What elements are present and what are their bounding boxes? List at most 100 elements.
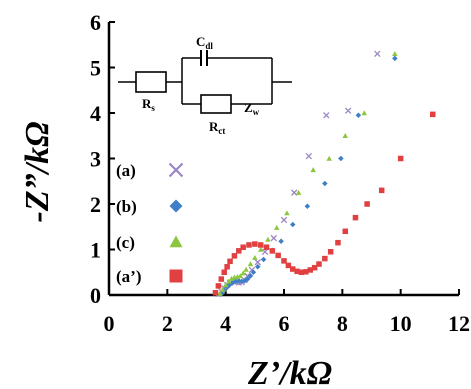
data-point [244,272,251,280]
data-point [257,242,264,248]
legend-label: (b) [116,197,137,216]
legend-marker [169,269,183,283]
data-point [290,221,296,228]
data-point [218,276,225,282]
series-3 [212,111,436,296]
data-point [217,290,223,296]
data-point [263,244,270,250]
legend-marker [169,199,183,213]
legend-label: (a) [116,161,136,180]
data-point [255,264,261,270]
data-point [236,248,242,254]
y-tick-label: 6 [90,10,101,35]
data-point [298,269,305,275]
data-point [295,189,302,195]
data-point [252,241,258,247]
data-point-stroke [254,259,261,266]
y-tick-label: 5 [90,56,101,81]
data-point [392,51,398,57]
data-point-stroke [280,216,288,224]
data-point [247,261,254,267]
data-point [246,242,252,248]
data-point [285,262,292,269]
x-tick-label: 6 [279,311,290,336]
legend-label: (c) [116,233,135,252]
data-point [269,248,276,254]
data-point [278,238,284,245]
data-point [290,266,296,272]
data-point-stroke [344,107,352,114]
y-axis-title: -Z”/kΩ [19,122,56,223]
data-point [252,254,258,260]
data-point [275,252,281,259]
x-axis-title: Z’/kΩ [247,355,332,389]
data-point [342,133,348,138]
data-point [244,276,251,282]
data-point [310,167,316,173]
data-point [355,112,362,119]
data-point-stroke [374,50,381,58]
data-point [361,110,367,116]
data-point [240,270,246,276]
data-point [311,264,318,271]
data-point [397,155,404,162]
data-point [344,107,352,114]
data-point [243,266,249,272]
data-point [225,278,232,284]
y-tick-label: 2 [90,192,101,217]
data-point [284,210,290,216]
data-point [307,267,313,273]
data-point [231,253,238,259]
data-point-stroke [305,153,313,160]
data-point-stroke [323,112,330,119]
data-point [280,216,288,224]
data-point [335,239,341,246]
y-tick-label: 0 [90,283,101,308]
legend-marker-stroke [168,162,184,178]
x-tick-label: 8 [337,311,348,336]
data-point-stroke [270,234,278,242]
x-tick-label: 4 [220,311,231,336]
data-point [342,228,348,235]
x-tick-label: 2 [162,311,173,336]
data-point [281,258,287,264]
data-point [265,236,271,242]
y-tick-label: 3 [90,147,101,172]
data-point-stroke [248,266,256,274]
y-tick-label: 4 [90,101,101,126]
data-point [260,256,267,263]
data-point [323,112,330,119]
data-point [212,289,219,296]
data-point [352,214,359,221]
data-points [212,50,436,298]
data-point [374,50,381,58]
data-point [294,268,300,275]
circuit-resistor-rct [200,94,232,114]
data-point-stroke [244,272,251,280]
data-point [326,155,332,161]
legend-label: (a’) [116,267,141,286]
circuit-resistor-rs [135,71,167,93]
data-point [222,282,229,288]
data-point [224,264,230,270]
legend-marker [169,235,183,248]
data-point [240,244,246,250]
data-point [327,249,334,255]
data-point [215,283,222,289]
data-point-stroke [290,189,298,196]
label-zw: Zw [244,100,260,117]
y-tick-label: 1 [90,238,101,263]
equivalent-circuit: Rs Cdl Rct Zw [118,34,292,136]
data-point [273,224,280,230]
series-2 [217,51,398,296]
label-cdl: Cdl [196,34,213,51]
data-point [250,269,257,275]
x-tick-label: 10 [390,311,412,336]
data-point [220,286,226,292]
data-point [378,187,385,194]
x-tick-label: 12 [448,311,470,336]
legend-marker [168,162,184,178]
data-point [237,273,243,279]
x-tick-label: 0 [104,311,115,336]
